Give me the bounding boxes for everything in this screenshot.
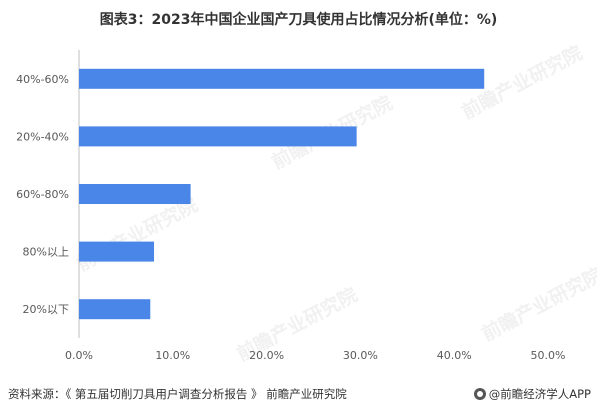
x-tick-label: 20.0% xyxy=(249,349,284,362)
brand-text: @前瞻经济学人APP xyxy=(488,387,591,401)
y-tick-label: 20%-40% xyxy=(16,130,69,143)
y-tick-label: 20%以下 xyxy=(23,303,69,316)
footer: 资料来源：《 第五届切削刀具用户调查分析报告 》 前瞻产业研究院 @前瞻经济学人… xyxy=(0,384,597,406)
x-tick-label: 30.0% xyxy=(343,349,378,362)
bar xyxy=(79,241,155,262)
brand-logo-icon xyxy=(473,388,486,400)
y-tick-label: 40%-60% xyxy=(16,73,69,86)
x-tick-label: 40.0% xyxy=(437,349,472,362)
chart-title: 图表3：2023年中国企业国产刀具使用占比情况分析(单位：%) xyxy=(99,12,498,28)
bar xyxy=(79,126,357,147)
source-note: 资料来源：《 第五届切削刀具用户调查分析报告 》 前瞻产业研究院 xyxy=(8,387,347,401)
x-tick-label: 50.0% xyxy=(531,349,566,362)
brand-credit: @前瞻经济学人APP xyxy=(473,386,591,402)
x-tick-label: 10.0% xyxy=(155,349,190,362)
bar xyxy=(79,299,151,320)
bar-chart: 40%-60% 20%-40% 60%-80% 80%以上 20%以下 0.0% 10.0%… xyxy=(16,50,566,362)
bar xyxy=(79,184,191,204)
y-tick-label: 60%-80% xyxy=(16,188,69,201)
x-tick-label: 0.0% xyxy=(65,349,93,362)
y-tick-label: 80%以上 xyxy=(23,246,69,259)
bar xyxy=(79,68,485,89)
